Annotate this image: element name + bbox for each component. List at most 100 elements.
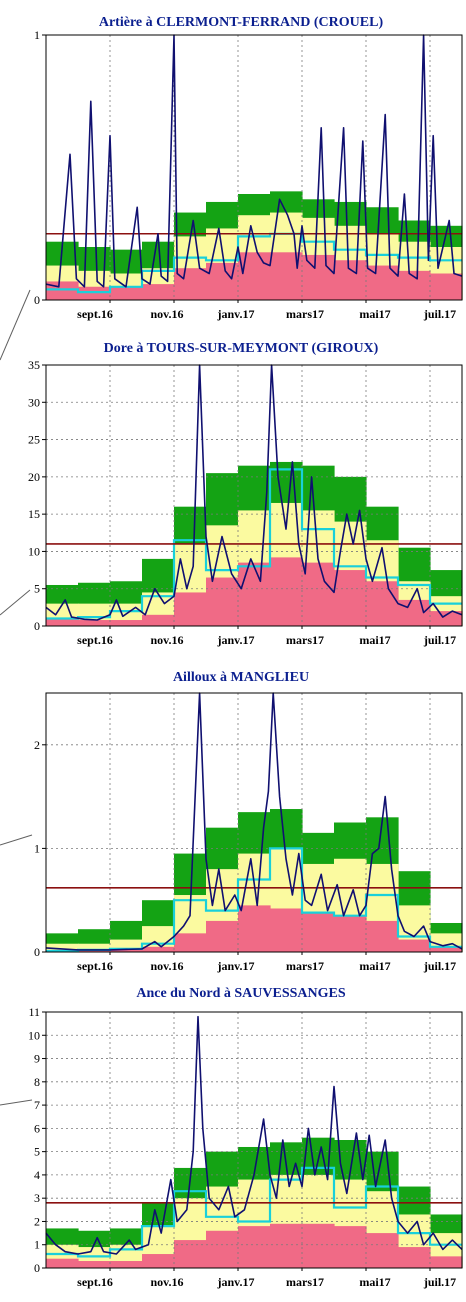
- chart-3-y-tick-label-1: 1: [34, 841, 40, 855]
- chart-2-red-band-juil.16: [46, 618, 79, 626]
- chart-1-plot-frame: [45, 34, 463, 301]
- chart-4-x-tick-label-sept.16: sept.16: [77, 1275, 113, 1289]
- chart-3-red-band-févr.17: [270, 908, 303, 952]
- chart-4-title: Ance du Nord à SAUVESSANGES: [136, 986, 345, 1001]
- chart-2-x-tick-label-janv.17: janv.17: [216, 633, 254, 647]
- chart-4-red-band-févr.17: [270, 1223, 303, 1268]
- connector-line-3: [0, 834, 33, 846]
- chart-1-flow-series: [45, 34, 463, 288]
- connector-line-1: [0, 289, 31, 361]
- chart-3-red-band-sept.16: [110, 949, 143, 952]
- chart-3-red-band-janv.17: [238, 905, 271, 952]
- chart-3-yellow-band-août.16: [78, 943, 111, 952]
- chart-2-red-band-août.16: [78, 620, 111, 626]
- chart-4-y-tick-label-7: 7: [34, 1098, 40, 1112]
- chart-4-plot-frame: [45, 1011, 463, 1269]
- chart-3: Ailloux à MANGLIEU 2 1 0 sept.16 nov.16 janv.…: [34, 670, 463, 973]
- chart-3-title: Ailloux à MANGLIEU: [173, 670, 309, 685]
- chart-4-red-band-déc.16: [206, 1230, 239, 1268]
- chart-3-red-band-avr.17: [334, 915, 367, 952]
- chart-2-y-tick-label-5: 5: [34, 582, 40, 596]
- chart-4-red-band-mai17: [366, 1233, 399, 1268]
- chart-4-red-band-oct.16: [142, 1254, 175, 1268]
- chart-3-red-band-mars17: [302, 912, 335, 952]
- chart-2-red-band-janv.17: [238, 562, 271, 626]
- chart-3-red-band-juil.17: [430, 946, 463, 952]
- chart-2-red-band-sept.16: [110, 620, 143, 626]
- chart-4-red-band-janv.17: [238, 1226, 271, 1268]
- chart-1-red-band-mars17: [302, 254, 335, 300]
- chart-2-red-band-juil.17: [430, 611, 463, 626]
- chart-2: Dore à TOURS-SUR-MEYMONT (GIROUX) 35 30 25…: [28, 341, 463, 647]
- chart-4-x-tick-label-nov.16: nov.16: [150, 1275, 183, 1289]
- chart-1: Artière à CLERMONT-FERRAND (CROUEL) 1 0 se…: [34, 15, 463, 321]
- chart-1-red-band-sept.16: [110, 286, 143, 300]
- connector-lines: [0, 289, 33, 1106]
- chart-1-x-tick-label-nov.16: nov.16: [150, 307, 183, 321]
- chart-1-red-band-avr.17: [334, 260, 367, 300]
- chart-2-red-band-avr.17: [334, 570, 367, 626]
- connector-line-4: [0, 1099, 33, 1106]
- chart-2-y-tick-label-25: 25: [28, 433, 40, 447]
- chart-4-x-tick-label-mars17: mars17: [286, 1275, 324, 1289]
- chart-2-x-tick-label-nov.16: nov.16: [150, 633, 183, 647]
- chart-2-x-tick-label-sept.16: sept.16: [77, 633, 113, 647]
- chart-2-x-tick-label-mai17: mai17: [359, 633, 390, 647]
- chart-1-red-band-janv.17: [238, 252, 271, 300]
- connector-line-2: [0, 589, 31, 616]
- chart-1-x-tick-label-janv.17: janv.17: [216, 307, 254, 321]
- chart-4-y-tick-label-6: 6: [34, 1121, 40, 1135]
- chart-1-red-band-nov.16: [174, 268, 207, 300]
- chart-2-red-band-févr.17: [270, 557, 303, 626]
- chart-4-median-step-line: [46, 1166, 462, 1258]
- chart-4-red-band-nov.16: [174, 1240, 207, 1268]
- chart-2-x-tick-label-mars17: mars17: [286, 633, 324, 647]
- chart-4-red-band-juil.17: [430, 1256, 463, 1268]
- chart-2-x-tick-label-juil.17: juil.17: [423, 633, 456, 647]
- chart-1-x-tick-label-sept.16: sept.16: [77, 307, 113, 321]
- chart-4-x-tick-label-janv.17: janv.17: [216, 1275, 254, 1289]
- chart-3-red-band-oct.16: [142, 946, 175, 952]
- chart-4-red-band-août.16: [78, 1261, 111, 1268]
- chart-4-red-band-juil.16: [46, 1258, 79, 1268]
- chart-1-red-band-juin17: [398, 270, 431, 300]
- chart-4-y-tick-label-11: 11: [28, 1005, 40, 1019]
- chart-1-red-band-juil.16: [46, 281, 79, 300]
- chart-2-red-band-juin17: [398, 599, 431, 626]
- chart-1-red-band-août.16: [78, 286, 111, 300]
- chart-4-red-band-juin17: [398, 1247, 431, 1268]
- chart-3-x-tick-label-juil.17: juil.17: [423, 959, 456, 973]
- chart-2-y-tick-label-0: 0: [34, 619, 40, 633]
- chart-4-red-band-avr.17: [334, 1226, 367, 1268]
- chart-2-y-tick-label-10: 10: [28, 544, 40, 558]
- chart-2-title: Dore à TOURS-SUR-MEYMONT (GIROUX): [104, 341, 379, 356]
- chart-4-y-tick-label-10: 10: [28, 1028, 40, 1042]
- chart-2-flow-series: [45, 364, 463, 621]
- chart-1-x-tick-label-mai17: mai17: [359, 307, 390, 321]
- chart-4: Ance du Nord à SAUVESSANGES 111098765432…: [28, 986, 463, 1289]
- chart-1-x-tick-label-juil.17: juil.17: [423, 307, 456, 321]
- chart-4-y-tick-label-2: 2: [34, 1214, 40, 1228]
- chart-3-flow-series: [45, 692, 463, 951]
- chart-3-yellow-band-juil.16: [46, 943, 79, 952]
- chart-4-y-tick-label-3: 3: [34, 1191, 40, 1205]
- chart-3-y-tick-label-2: 2: [34, 738, 40, 752]
- chart-3-red-band-déc.16: [206, 920, 239, 952]
- chart-4-x-tick-label-juil.17: juil.17: [423, 1275, 456, 1289]
- chart-2-red-band-déc.16: [206, 577, 239, 626]
- chart-1-red-band-oct.16: [142, 284, 175, 300]
- chart-4-x-tick-label-mai17: mai17: [359, 1275, 390, 1289]
- chart-1-red-band-juil.17: [430, 273, 463, 300]
- chart-3-red-band-juin17: [398, 939, 431, 952]
- chart-4-red-band-sept.16: [110, 1261, 143, 1268]
- chart-3-x-tick-label-nov.16: nov.16: [150, 959, 183, 973]
- chart-4-y-tick-label-4: 4: [34, 1168, 40, 1182]
- chart-2-red-band-mars17: [302, 562, 335, 626]
- chart-2-y-tick-label-15: 15: [28, 507, 40, 521]
- chart-2-red-band-oct.16: [142, 614, 175, 626]
- chart-2-red-band-nov.16: [174, 592, 207, 626]
- chart-4-flow-series: [45, 1015, 463, 1255]
- chart-3-x-tick-label-mars17: mars17: [286, 959, 324, 973]
- chart-1-x-tick-label-mars17: mars17: [286, 307, 324, 321]
- chart-3-x-tick-label-sept.16: sept.16: [77, 959, 113, 973]
